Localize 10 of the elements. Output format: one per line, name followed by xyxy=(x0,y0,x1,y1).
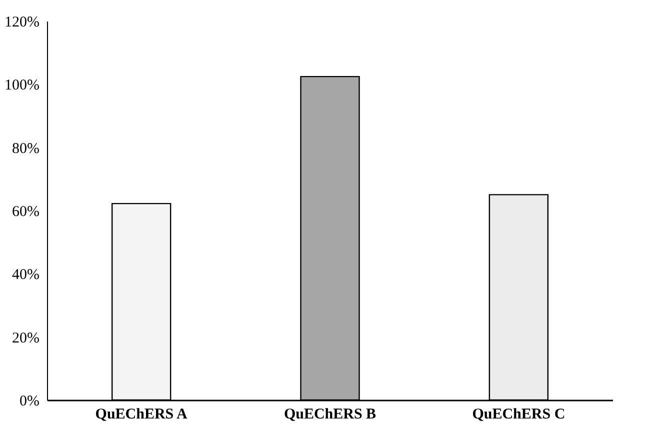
y-tick-label: 40% xyxy=(12,267,40,284)
x-tick-label: QuEChERS B xyxy=(284,406,376,422)
y-tick-label: 20% xyxy=(12,330,40,346)
y-tick-label: 80% xyxy=(12,140,40,157)
x-tick-label: QuEChERS A xyxy=(95,406,188,422)
y-tick-label: 100% xyxy=(4,78,40,94)
y-tick-label: 60% xyxy=(12,204,40,220)
y-tick-label: 120% xyxy=(4,14,40,30)
y-tick-label: 0% xyxy=(20,394,40,410)
x-tick-label: QuEChERS C xyxy=(472,406,566,422)
